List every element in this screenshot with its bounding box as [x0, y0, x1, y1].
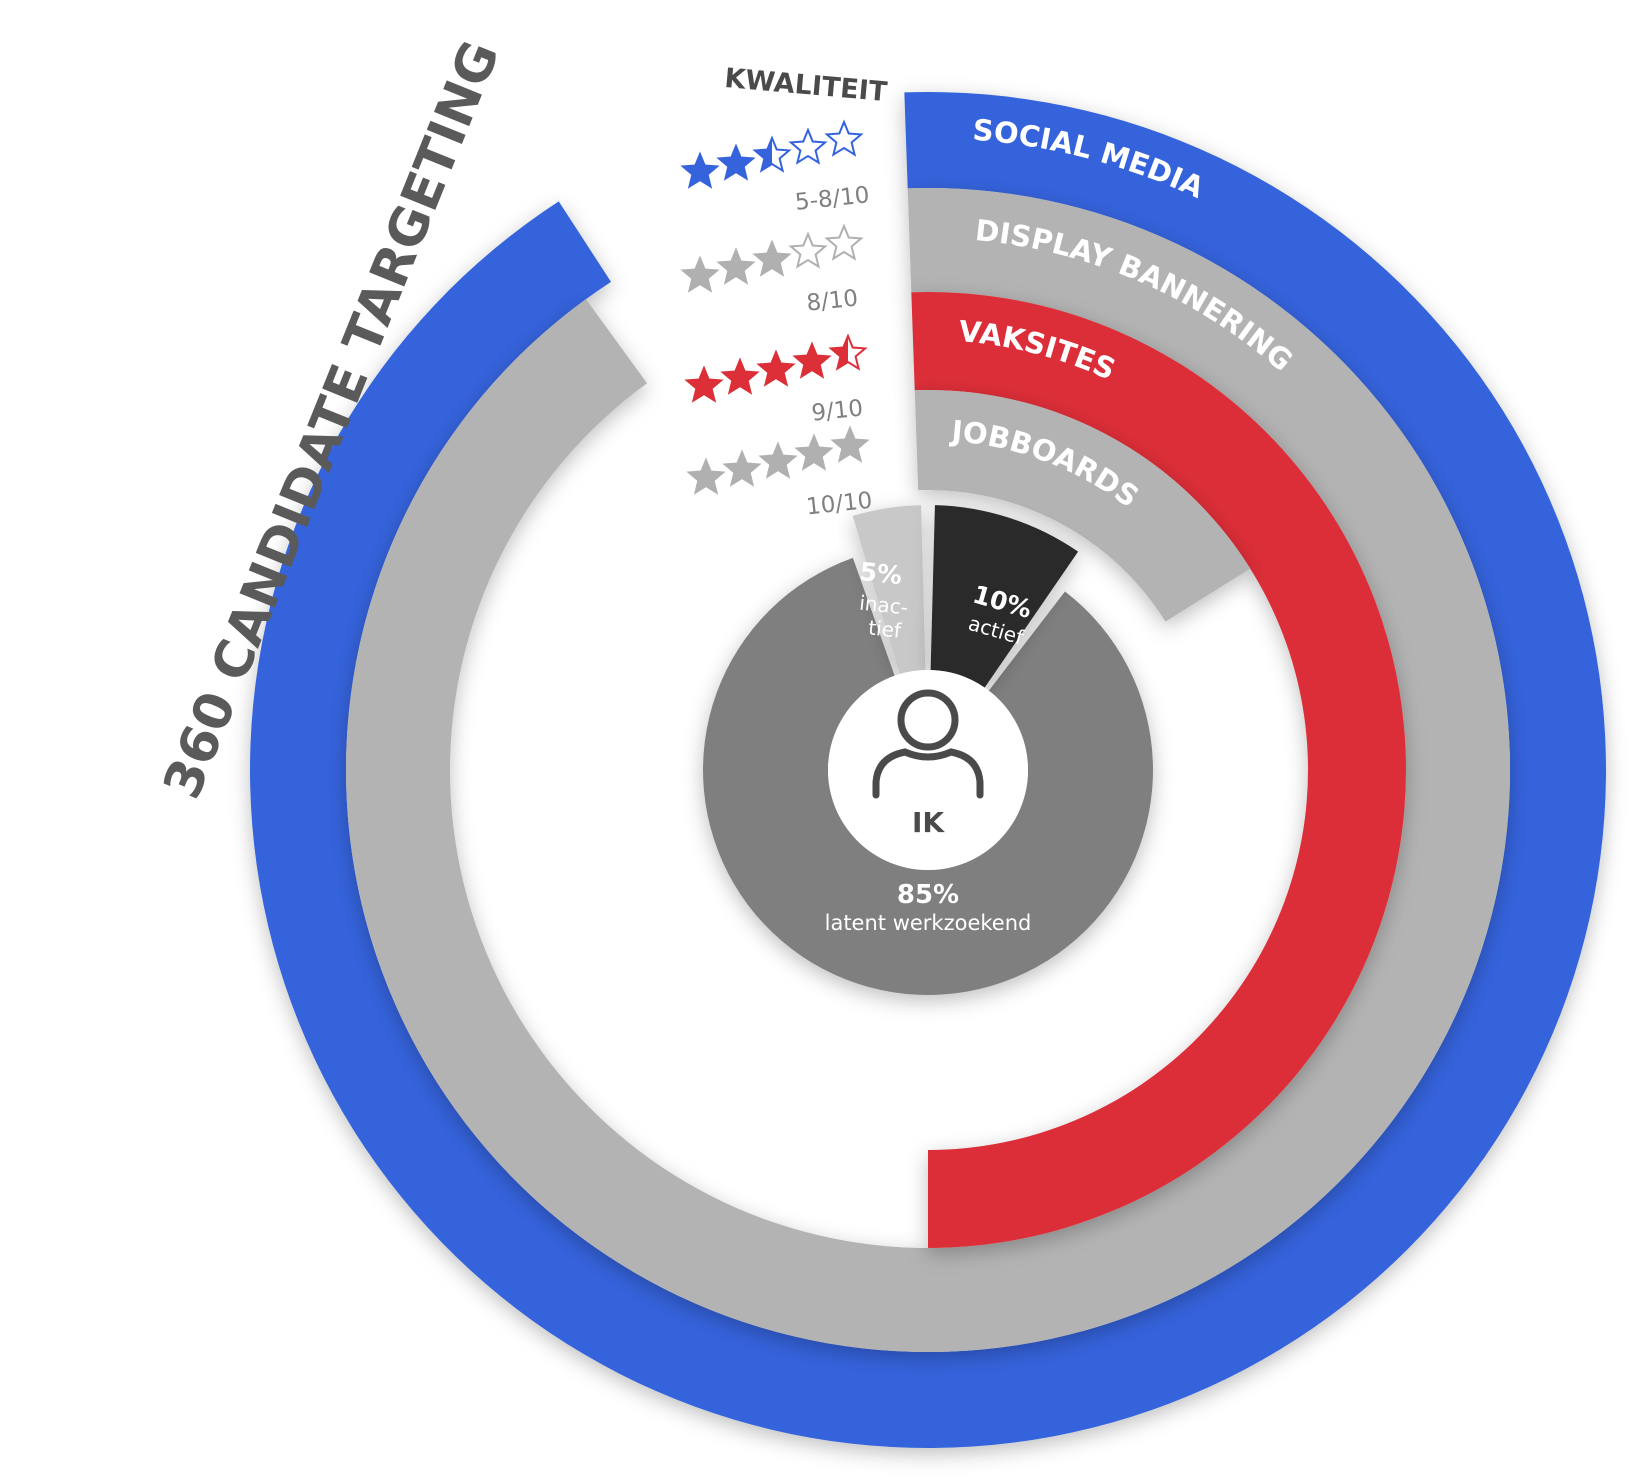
ring-jobboards — [914, 390, 1251, 622]
inactief-label-1: inac- — [858, 591, 909, 620]
star-icon — [788, 231, 828, 269]
score-display-bannering: 8/10 — [805, 285, 859, 316]
star-filled-icon — [754, 242, 790, 275]
star-filled-icon — [758, 352, 794, 385]
star-filled-icon — [754, 138, 772, 171]
star-filled-icon — [832, 428, 868, 461]
segment-actief — [930, 505, 1079, 688]
star-icon — [824, 223, 864, 261]
star-filled-icon — [796, 436, 832, 469]
star-filled-icon — [760, 444, 796, 477]
star-icon — [788, 127, 828, 165]
segment-latent — [702, 557, 1153, 995]
ring-vaksites — [911, 292, 1406, 1248]
star-filled-icon — [722, 360, 758, 393]
center-circle — [828, 670, 1028, 870]
star-filled-icon — [686, 368, 722, 401]
star-filled-icon — [830, 336, 848, 369]
segment-inactief — [852, 505, 926, 675]
star-filled-icon — [688, 460, 724, 493]
quality-header: KWALITEIT — [723, 63, 889, 108]
star-filled-icon — [794, 344, 830, 377]
score-social-media: 5-8/10 — [794, 182, 871, 216]
inactief-percent: 5% — [858, 557, 903, 590]
star-filled-icon — [682, 154, 718, 187]
latent-percent: 85% — [897, 880, 959, 910]
score-vaksites: 9/10 — [810, 395, 864, 426]
star-filled-icon — [724, 452, 760, 485]
star-filled-icon — [718, 250, 754, 283]
star-filled-icon — [718, 146, 754, 179]
latent-label: latent werkzoekend — [825, 911, 1032, 935]
rating-jobboards — [686, 425, 870, 495]
star-filled-icon — [682, 258, 718, 291]
rating-display-bannering — [680, 223, 864, 293]
rating-vaksites — [684, 333, 868, 403]
star-icon — [824, 119, 864, 157]
person-icon — [872, 689, 984, 799]
center-label: IK — [912, 806, 945, 839]
inactief-label-2: tief — [867, 615, 903, 642]
rating-social-media — [680, 119, 864, 189]
